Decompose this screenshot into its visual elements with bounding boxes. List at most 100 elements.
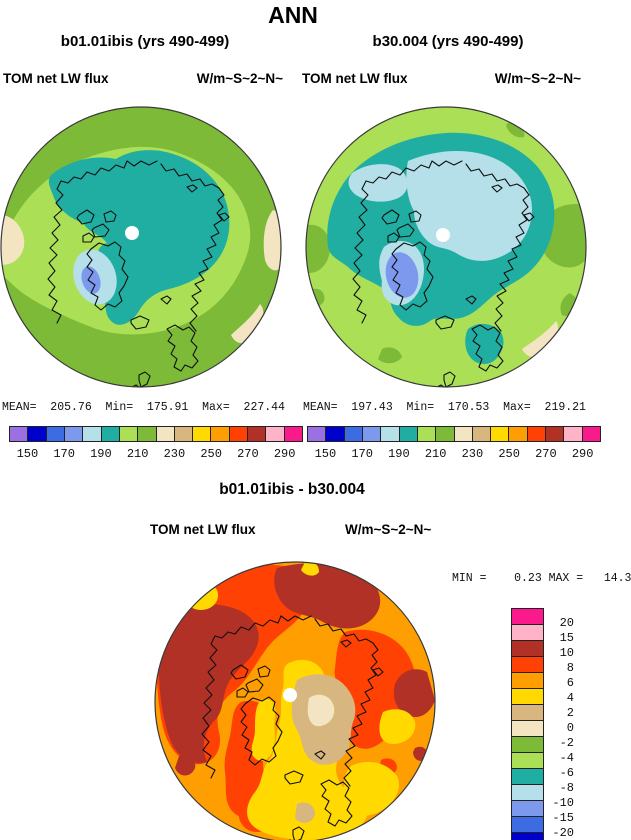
colorbar-tick-label: 10 — [559, 646, 574, 660]
colorbar-cell — [546, 427, 565, 441]
colorbar-diff-labels: 20 15 10 8 6 4 2 0 -2 -4 -6 -8 -10 -15 -20 — [546, 608, 574, 840]
colorbar-tick-label: 150 — [16, 447, 39, 461]
colorbar-cell — [326, 427, 345, 441]
colorbar-cell — [512, 705, 543, 721]
units-label-diff: W/m~S~2~N~ — [345, 522, 432, 537]
map-b30-004 — [305, 106, 587, 388]
colorbar-cell — [512, 609, 543, 625]
units-label-right: W/m~S~2~N~ — [494, 71, 581, 86]
colorbar-tick-label: 230 — [461, 447, 484, 461]
colorbar-right-ticks: 150 170 190 210 230 250 270 290 — [307, 447, 601, 461]
stats-left: MEAN= 205.76 Min= 175.91 Max= 227.44 — [2, 401, 285, 414]
colorbar-cell — [138, 427, 157, 441]
colorbar-tick-label: 170 — [351, 447, 373, 461]
colorbar-tick-label: 170 — [53, 447, 75, 461]
colorbar-cell — [211, 427, 230, 441]
colorbar-tick-label: -8 — [559, 781, 574, 795]
var-label-left: TOM net LW flux — [3, 71, 109, 86]
colorbar-cell — [512, 801, 543, 817]
colorbar-tick-label: -15 — [552, 811, 574, 825]
colorbar-tick-label: 270 — [535, 447, 557, 461]
map-outline — [154, 561, 436, 840]
colorbar-cell — [472, 427, 492, 441]
colorbar-tick-label: -10 — [552, 796, 574, 810]
colorbar-tick-label: 150 — [314, 447, 337, 461]
colorbar-tick-label: 0 — [566, 721, 574, 735]
colorbar-cell — [362, 427, 382, 441]
colorbar-tick-label: 230 — [163, 447, 186, 461]
map-outline — [305, 106, 587, 388]
colorbar-cell — [417, 427, 437, 441]
colorbar-cell — [46, 427, 65, 441]
colorbar-cell — [512, 753, 543, 769]
colorbar-cell — [512, 785, 543, 801]
map-difference — [154, 561, 436, 840]
colorbar-tick-label: 2 — [566, 706, 574, 720]
colorbar-cell — [512, 817, 543, 833]
pole-dot — [283, 688, 297, 702]
colorbar-cell — [101, 427, 120, 441]
pole-dot — [125, 226, 139, 240]
colorbar-diff — [511, 608, 544, 840]
colorbar-cell — [266, 427, 285, 441]
var-label-diff: TOM net LW flux — [150, 522, 256, 537]
colorbar-cell — [564, 427, 583, 441]
colorbar-cell — [28, 427, 47, 441]
colorbar-cell — [509, 427, 528, 441]
colorbar-tick-label: 250 — [200, 447, 222, 461]
stats-diff: MIN = 0.23 MAX = 14.37 — [452, 572, 631, 585]
colorbar-tick-label: 210 — [424, 447, 447, 461]
subtitle-right: b30.004 (yrs 490-499) — [372, 33, 524, 50]
colorbar-cell — [381, 427, 400, 441]
colorbar-cell — [344, 427, 363, 441]
diff-title: b01.01ibis - b30.004 — [219, 481, 365, 498]
colorbar-tick-label: 290 — [571, 447, 594, 461]
colorbar-tick-label: -4 — [559, 751, 574, 765]
colorbar-left — [9, 426, 303, 442]
colorbar-cell — [83, 427, 102, 441]
colorbar-tick-label: -2 — [559, 736, 574, 750]
colorbar-cell — [582, 427, 600, 441]
colorbar-cell — [193, 427, 212, 441]
subtitle-left: b01.01ibis (yrs 490-499) — [60, 33, 230, 50]
var-label-right: TOM net LW flux — [302, 71, 408, 86]
colorbar-cell — [512, 625, 543, 641]
colorbar-cell — [512, 833, 543, 840]
map-outline — [0, 106, 282, 388]
colorbar-cell — [64, 427, 84, 441]
colorbar-cell — [491, 427, 510, 441]
colorbar-cell — [248, 427, 267, 441]
colorbar-cell — [436, 427, 455, 441]
colorbar-tick-label: 270 — [237, 447, 259, 461]
colorbar-cell — [512, 641, 543, 657]
colorbar-tick-label: 250 — [498, 447, 520, 461]
colorbar-cell — [174, 427, 194, 441]
colorbar-tick-label: 8 — [566, 661, 574, 675]
colorbar-cell — [284, 427, 302, 441]
map-b01-01ibis — [0, 106, 282, 388]
colorbar-tick-label: 20 — [559, 616, 574, 630]
colorbar-tick-label: -20 — [552, 826, 574, 840]
units-label-left: W/m~S~2~N~ — [196, 71, 283, 86]
colorbar-cell — [512, 721, 543, 737]
colorbar-tick-label: 6 — [566, 676, 574, 690]
colorbar-left-ticks: 150 170 190 210 230 250 270 290 — [9, 447, 303, 461]
colorbar-cell — [229, 427, 249, 441]
colorbar-cell — [512, 657, 543, 673]
stats-right: MEAN= 197.43 Min= 170.53 Max= 219.21 — [303, 401, 586, 414]
colorbar-cell — [512, 689, 543, 705]
colorbar-cell — [512, 737, 543, 753]
colorbar-cell — [512, 673, 543, 689]
colorbar-tick-label: 190 — [90, 447, 112, 461]
colorbar-tick-label: 4 — [566, 691, 574, 705]
pole-dot — [436, 228, 450, 242]
main-title: ANN — [268, 2, 318, 28]
colorbar-tick-label: 210 — [126, 447, 149, 461]
colorbar-cell — [399, 427, 418, 441]
colorbar-cell — [454, 427, 473, 441]
colorbar-cell — [512, 769, 543, 785]
colorbar-tick-label: 290 — [273, 447, 296, 461]
colorbar-cell — [10, 427, 29, 441]
colorbar-tick-label: -6 — [559, 766, 574, 780]
